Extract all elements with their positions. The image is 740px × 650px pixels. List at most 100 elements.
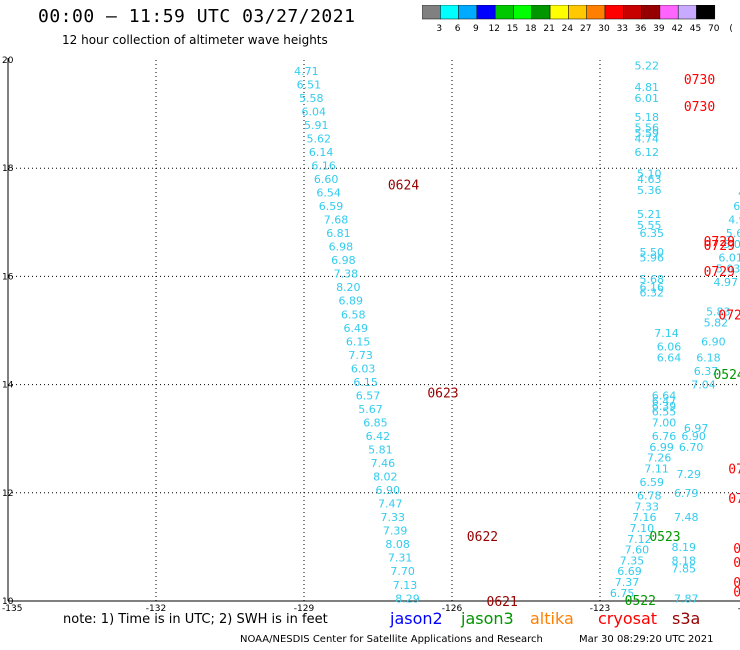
swh-value: 6.49 <box>343 322 368 335</box>
swh-value: 6.32 <box>639 287 664 300</box>
swh-value: 4.9 <box>738 187 740 200</box>
lat-tick-label: 20 <box>2 56 14 66</box>
colorbar-tick-label: 39 <box>653 24 665 34</box>
swh-value: 4.97 <box>728 214 740 227</box>
swh-value: 6.90 <box>681 430 706 443</box>
swh-value: 8.08 <box>385 538 410 551</box>
swh-value: 5.21 <box>637 208 662 221</box>
swh-value: 6.64 <box>652 389 677 402</box>
swh-value: 8.20 <box>336 281 361 294</box>
swh-value: 6.18 <box>696 352 721 365</box>
swh-value: 5.81 <box>368 444 393 457</box>
swh-value: 7.35 <box>620 554 645 567</box>
lat-tick-label: 16 <box>2 272 14 282</box>
swh-value: 5.83 <box>706 306 731 319</box>
pass-time-label: 0728 <box>728 492 740 507</box>
swh-value: 6.60 <box>314 173 339 186</box>
swh-value: 5.96 <box>639 251 664 264</box>
swh-value: 6.69 <box>617 565 642 578</box>
colorbar-tick-label: 6 <box>455 24 461 34</box>
colorbar-tick-label: 33 <box>617 24 628 34</box>
swh-value: 6.0 <box>733 200 740 213</box>
swh-value: 6.54 <box>316 187 341 200</box>
pass-time-label: 0729 <box>718 308 740 323</box>
swh-value: 6.12 <box>635 146 660 159</box>
colorbar-tick-label: 42 <box>671 24 682 34</box>
lon-tick-label: -120 <box>738 604 740 614</box>
swh-value: 7.13 <box>393 579 418 592</box>
colorbar-swatch <box>696 5 716 20</box>
legend-s3a: s3a <box>672 609 701 628</box>
swh-value: 5.06 <box>723 238 740 251</box>
swh-value: 5.22 <box>635 59 660 72</box>
map-grid <box>7 58 740 602</box>
colorbar-tick-label: 70 <box>708 24 720 34</box>
swh-value: 6.47 <box>652 395 677 408</box>
swh-value: 7.12 <box>627 533 652 546</box>
swh-value: 6.58 <box>341 308 366 321</box>
swh-value: 4.63 <box>637 173 662 186</box>
swh-value: 5.82 <box>704 316 729 329</box>
swh-value: 6.81 <box>326 227 351 240</box>
swh-value: 5.65 <box>726 227 740 240</box>
swh-value: 7.37 <box>615 576 640 589</box>
colorbar-tick-label: 9 <box>473 24 479 34</box>
swh-value: 6.57 <box>356 389 381 402</box>
swh-value: 7.00 <box>652 416 677 429</box>
swh-value: 6.55 <box>652 406 677 419</box>
swh-value: 6.01 <box>635 92 660 105</box>
legend-jason3: jason3 <box>461 609 514 628</box>
swh-value: 6.97 <box>684 422 709 435</box>
swh-value: 5.18 <box>635 111 660 124</box>
lon-tick-label: -126 <box>442 604 463 614</box>
swh-value: 7.39 <box>383 525 408 538</box>
swh-value: 6.70 <box>679 441 704 454</box>
swh-value: 7.14 <box>654 327 679 340</box>
swh-value: 6.89 <box>339 295 364 308</box>
chart-subtitle: 12 hour collection of altimeter wave hei… <box>62 33 328 47</box>
swh-value: 6.98 <box>331 254 356 267</box>
pass-time-label: 0730 <box>684 73 715 88</box>
swh-value: 6.59 <box>319 200 344 213</box>
swh-value: 5.59 <box>635 127 660 140</box>
swh-value: 4.97 <box>713 276 738 289</box>
lon-tick-label: -132 <box>146 604 166 614</box>
pass-time-label: 072 <box>733 556 740 571</box>
swh-value: 5.36 <box>637 184 662 197</box>
swh-value: 8.02 <box>373 471 398 484</box>
colorbar-tick-label: 18 <box>525 24 537 34</box>
swh-value: 6.59 <box>639 476 664 489</box>
legend-cryosat: cryosat <box>598 609 658 628</box>
colorbar-tick-label: 36 <box>635 24 647 34</box>
swh-value: 5.91 <box>304 119 329 132</box>
pass-labels: 0624062306220621073007300729072907290729… <box>388 73 740 610</box>
pass-time-label: 0524 <box>713 368 740 383</box>
lat-tick-label: 12 <box>2 489 13 499</box>
swh-value: 7.47 <box>378 498 403 511</box>
generation-timestamp: Mar 30 08:29:20 UTC 2021 <box>579 634 714 645</box>
swh-value: 7.11 <box>644 462 669 475</box>
swh-value: 7.16 <box>632 511 657 524</box>
pass-time-label: 0729 <box>704 265 735 280</box>
legend-altika: altika <box>530 609 574 628</box>
credit-line: NOAA/NESDIS Center for Satellite Applica… <box>240 634 543 645</box>
swh-value: 5.58 <box>299 92 324 105</box>
swh-value: 7.48 <box>674 511 699 524</box>
pass-time-label: 0622 <box>467 530 498 545</box>
colorbar-tick-label: 24 <box>562 24 574 34</box>
swh-value: 6.85 <box>363 416 388 429</box>
swh-value: 8.19 <box>672 541 697 554</box>
colorbar-tick-label: 12 <box>488 24 499 34</box>
swh-value: 5.68 <box>639 273 664 286</box>
swh-value: 6.01 <box>718 251 740 264</box>
lon-tick-label: -123 <box>590 604 610 614</box>
swh-value: 6.37 <box>694 365 719 378</box>
swh-value: 6.79 <box>674 487 699 500</box>
lon-tick-label: -135 <box>2 604 22 614</box>
swh-value: 6.16 <box>639 281 664 294</box>
swh-value: 6.75 <box>610 587 635 600</box>
swh-value: 7.87 <box>674 592 699 605</box>
pass-time-label: 072 <box>733 576 740 591</box>
swh-value: 7.38 <box>334 268 359 281</box>
swh-value: 7.10 <box>630 522 655 535</box>
